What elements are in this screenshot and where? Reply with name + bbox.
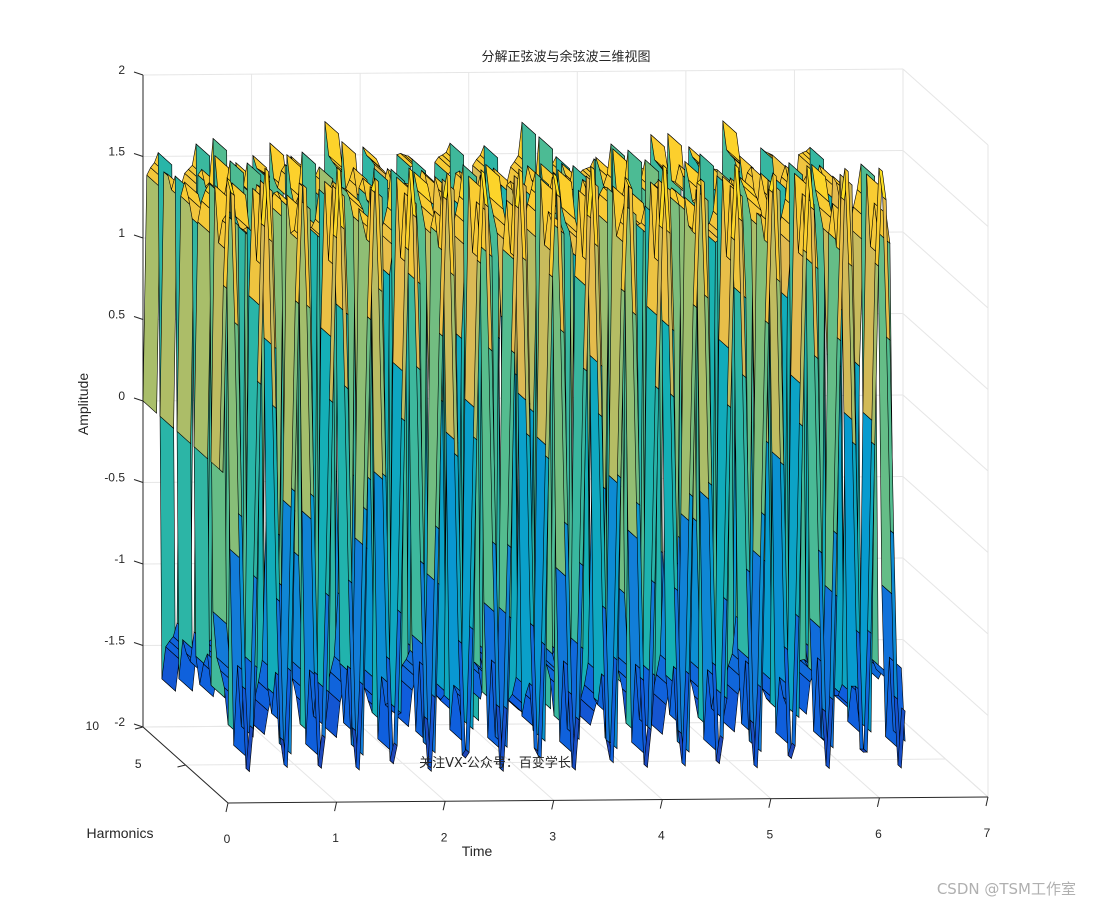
watermark-text: CSDN @TSM工作室 [937,880,1076,898]
x-tick-mark [985,796,989,807]
x-axis-label: Time [462,843,493,859]
y-tick-mark [177,764,186,768]
z-tick-mark [133,642,144,646]
y-tick-label: 10 [86,719,100,733]
z-tick-mark [133,234,144,239]
surface-mesh [142,120,906,773]
x-axis-line [227,796,989,804]
grid-line [902,68,989,146]
z-tick-label: 0.5 [108,308,125,322]
z-tick-label: -2 [114,715,125,729]
x-tick-mark [768,798,772,808]
plot-annotation: 关注VX-公众号：百变学长 [419,755,571,771]
chart-title: 分解正弦波与余弦波三维视图 [481,49,650,65]
x-tick-label: 1 [332,831,339,845]
x-tick-label: 6 [875,827,882,841]
grid-line [902,476,989,553]
grid-line [902,394,989,472]
z-tick-label: 2 [118,63,125,77]
z-tick-label: 0 [118,389,125,403]
x-tick-mark [876,797,880,807]
y-axis-label: Harmonics [87,825,154,841]
y-tick-mark [134,726,144,730]
x-tick-label: 4 [658,829,665,843]
x-tick-label: 3 [549,829,556,843]
grid-line [902,639,989,716]
x-tick-mark [442,801,446,811]
x-tick-label: 5 [767,828,774,842]
grid-line [902,557,989,635]
z-tick-label: -1 [114,552,125,566]
grid-line [142,68,904,76]
z-tick-mark [133,71,144,76]
x-tick-label: 2 [441,830,448,844]
surface-patch [897,707,906,769]
z-tick-label: 1 [118,226,125,240]
x-tick-mark [551,800,555,810]
x-tick-label: 0 [224,832,231,846]
z-tick-label: -0.5 [104,471,125,485]
z-axis-label: Amplitude [75,373,91,435]
z-tick-label: 1.5 [108,145,125,159]
z-tick-mark [133,723,144,728]
surface-patch [142,174,161,414]
z-tick-mark [133,316,144,320]
z-tick-mark [133,397,144,402]
z-tick-label: -1.5 [104,634,125,648]
tick-labels: 0 1 2 3 4 5 6 7 -2 -1.5 -1 -0.5 0 0.5 1 1.5 2 5 10 [86,63,991,846]
z-tick-mark [133,153,144,157]
grid-line [185,758,946,766]
x-tick-label: 7 [984,826,991,840]
z-tick-mark [133,479,144,483]
x-tick-mark [334,802,338,812]
x-tick-mark [225,802,229,813]
grid-line [902,231,989,309]
x-tick-mark [659,799,663,809]
y-tick-label: 5 [135,757,142,771]
grid-line [902,313,989,390]
grid-line [902,150,989,227]
z-tick-mark [133,560,144,565]
